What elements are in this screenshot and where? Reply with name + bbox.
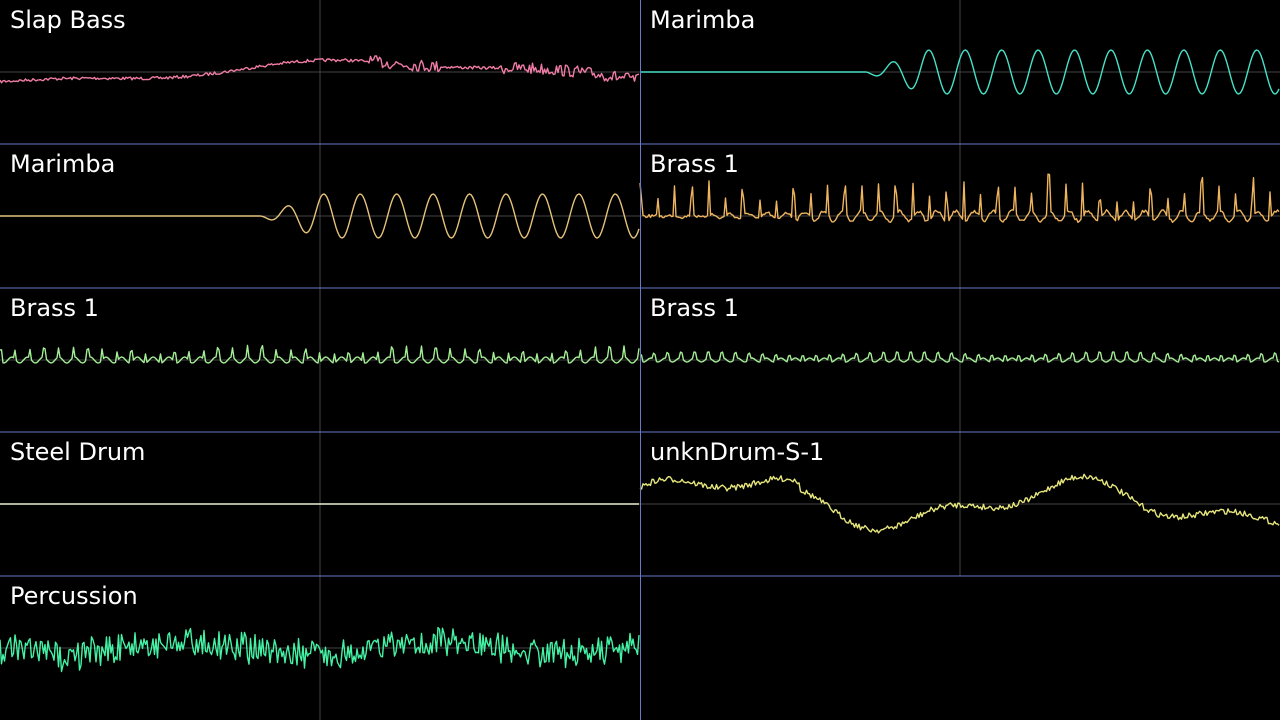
scope-panel: Brass 1 xyxy=(0,288,640,432)
instrument-label: Marimba xyxy=(10,150,115,178)
scope-panel: Marimba xyxy=(0,144,640,288)
instrument-label: Brass 1 xyxy=(650,294,739,322)
waveform xyxy=(0,55,640,84)
waveform xyxy=(0,193,640,239)
instrument-label: unknDrum-S-1 xyxy=(650,438,824,466)
instrument-label: Steel Drum xyxy=(10,438,145,466)
waveform xyxy=(0,626,640,673)
scope-panel: Brass 1 xyxy=(639,288,1280,432)
instrument-label: Brass 1 xyxy=(10,294,99,322)
scope-panel: Percussion xyxy=(0,576,640,720)
waveform xyxy=(639,351,1280,363)
waveform xyxy=(0,344,640,364)
waveform xyxy=(639,173,1280,223)
instrument-label: Percussion xyxy=(10,582,138,610)
scope-panel: Brass 1 xyxy=(639,144,1280,288)
instrument-label: Marimba xyxy=(650,6,755,34)
instrument-label: Slap Bass xyxy=(10,6,126,34)
scope-panel: Marimba xyxy=(640,0,1280,144)
waveform xyxy=(639,473,1280,534)
instrument-label: Brass 1 xyxy=(650,150,739,178)
scope-panel: Steel Drum xyxy=(0,432,640,576)
scope-panel: Slap Bass xyxy=(0,0,640,144)
scope-panel: unknDrum-S-1 xyxy=(639,432,1280,576)
waveform xyxy=(640,49,1280,95)
